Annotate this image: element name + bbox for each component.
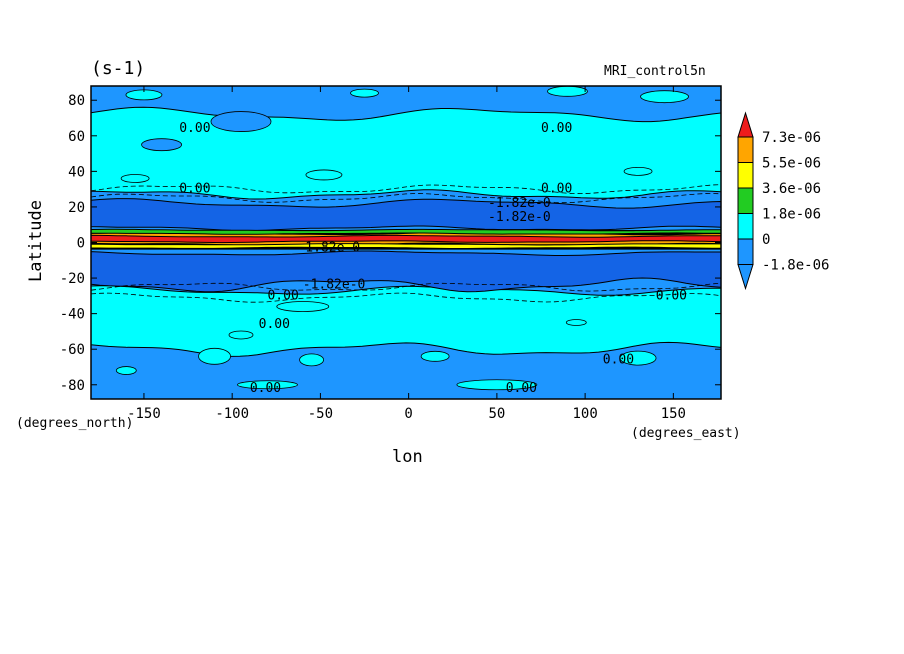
south-polar-blob [420,350,450,362]
equatorial-red [91,234,721,244]
south-polar-blob [115,366,137,375]
x-tick-label: 0 [404,406,412,422]
contour-label: 0.00 [506,381,537,396]
y-tick-label: 80 [68,93,85,109]
south-polar-blob [198,347,231,365]
equatorial-green [91,228,721,235]
north-polar-blob [640,90,689,104]
north-positive-blob [305,169,343,181]
colorbar-segment [737,213,754,240]
x-units-label: (degrees_east) [631,426,741,441]
south-positive-blob [276,301,330,312]
y-tick-label: -60 [60,342,85,358]
equatorial-yellow [91,243,721,249]
colorbar-segment [737,136,754,163]
y-tick-label: 20 [68,200,85,216]
colorbar-extend-bottom [737,264,754,291]
colorbar-label: 7.3e-06 [762,130,821,146]
north-negative-blob [210,111,272,132]
north-polar-blob [350,88,379,98]
south-positive-band [91,285,721,357]
x-tick-label: -150 [127,406,161,422]
y-units-label: (degrees_north) [16,416,134,431]
y-tick-label: -80 [60,378,85,394]
dashed-contour [91,292,721,303]
contour-label: 0.00 [179,121,210,136]
y-tick-label: -20 [60,271,85,287]
x-tick-label: 50 [488,406,505,422]
dashed-contour [91,184,721,195]
contour-label: -1.82e-0 [488,196,551,211]
y-tick-label: 40 [68,164,85,180]
south-polar-blob [237,380,298,390]
contour-label: 0.00 [259,317,290,332]
colorbar-segment [737,238,754,265]
dashed-contour [91,193,721,204]
north-polar-blob [547,86,588,97]
contour-label: -1.82e-0 [303,278,366,293]
x-tick-label: 100 [572,406,597,422]
contour-label: -1.82e-0 [297,240,360,255]
north-positive-blob [623,166,653,176]
south-polar-blob [619,350,657,366]
colorbar-label: 0 [762,232,770,248]
south-positive-blob [228,330,254,340]
colorbar-label: 3.6e-06 [762,181,821,197]
south-negative-band [91,250,721,293]
y-tick-label: 60 [68,129,85,145]
x-axis-label: lon [392,447,423,467]
south-positive-blob [565,319,587,326]
x-tick-label: -100 [215,406,249,422]
colorbar-label: 5.5e-06 [762,156,821,172]
contour-label: 0.00 [541,121,572,136]
y-tick-label: -40 [60,307,85,323]
contour-label: 0.00 [250,381,281,396]
contour-label: -1.82e-0 [488,210,551,225]
colorbar-segment [737,162,754,189]
south-polar-blob [456,379,538,391]
run-label: MRI_control5n [604,64,706,79]
contour-label: 0.00 [267,288,298,303]
south-polar-blob [299,353,324,367]
contour-label: 0.00 [603,352,634,367]
colorbar-label: 1.8e-06 [762,207,821,223]
north-positive-blob [120,174,150,183]
x-tick-label: 150 [661,406,686,422]
north-negative-blob [141,138,182,152]
north-negative-band [91,198,721,232]
x-tick-label: -50 [308,406,333,422]
contour-label: 0.00 [541,182,572,197]
colorbar-segment [737,187,754,214]
units-label: (s-1) [91,58,146,79]
colorbar-label: -1.8e-06 [762,258,829,274]
y-tick-label: 0 [77,236,85,252]
contour-label: 0.00 [656,288,687,303]
colorbar-extend-top [737,111,754,138]
dashed-contour [91,282,721,292]
contour-label: 0.00 [179,182,210,197]
